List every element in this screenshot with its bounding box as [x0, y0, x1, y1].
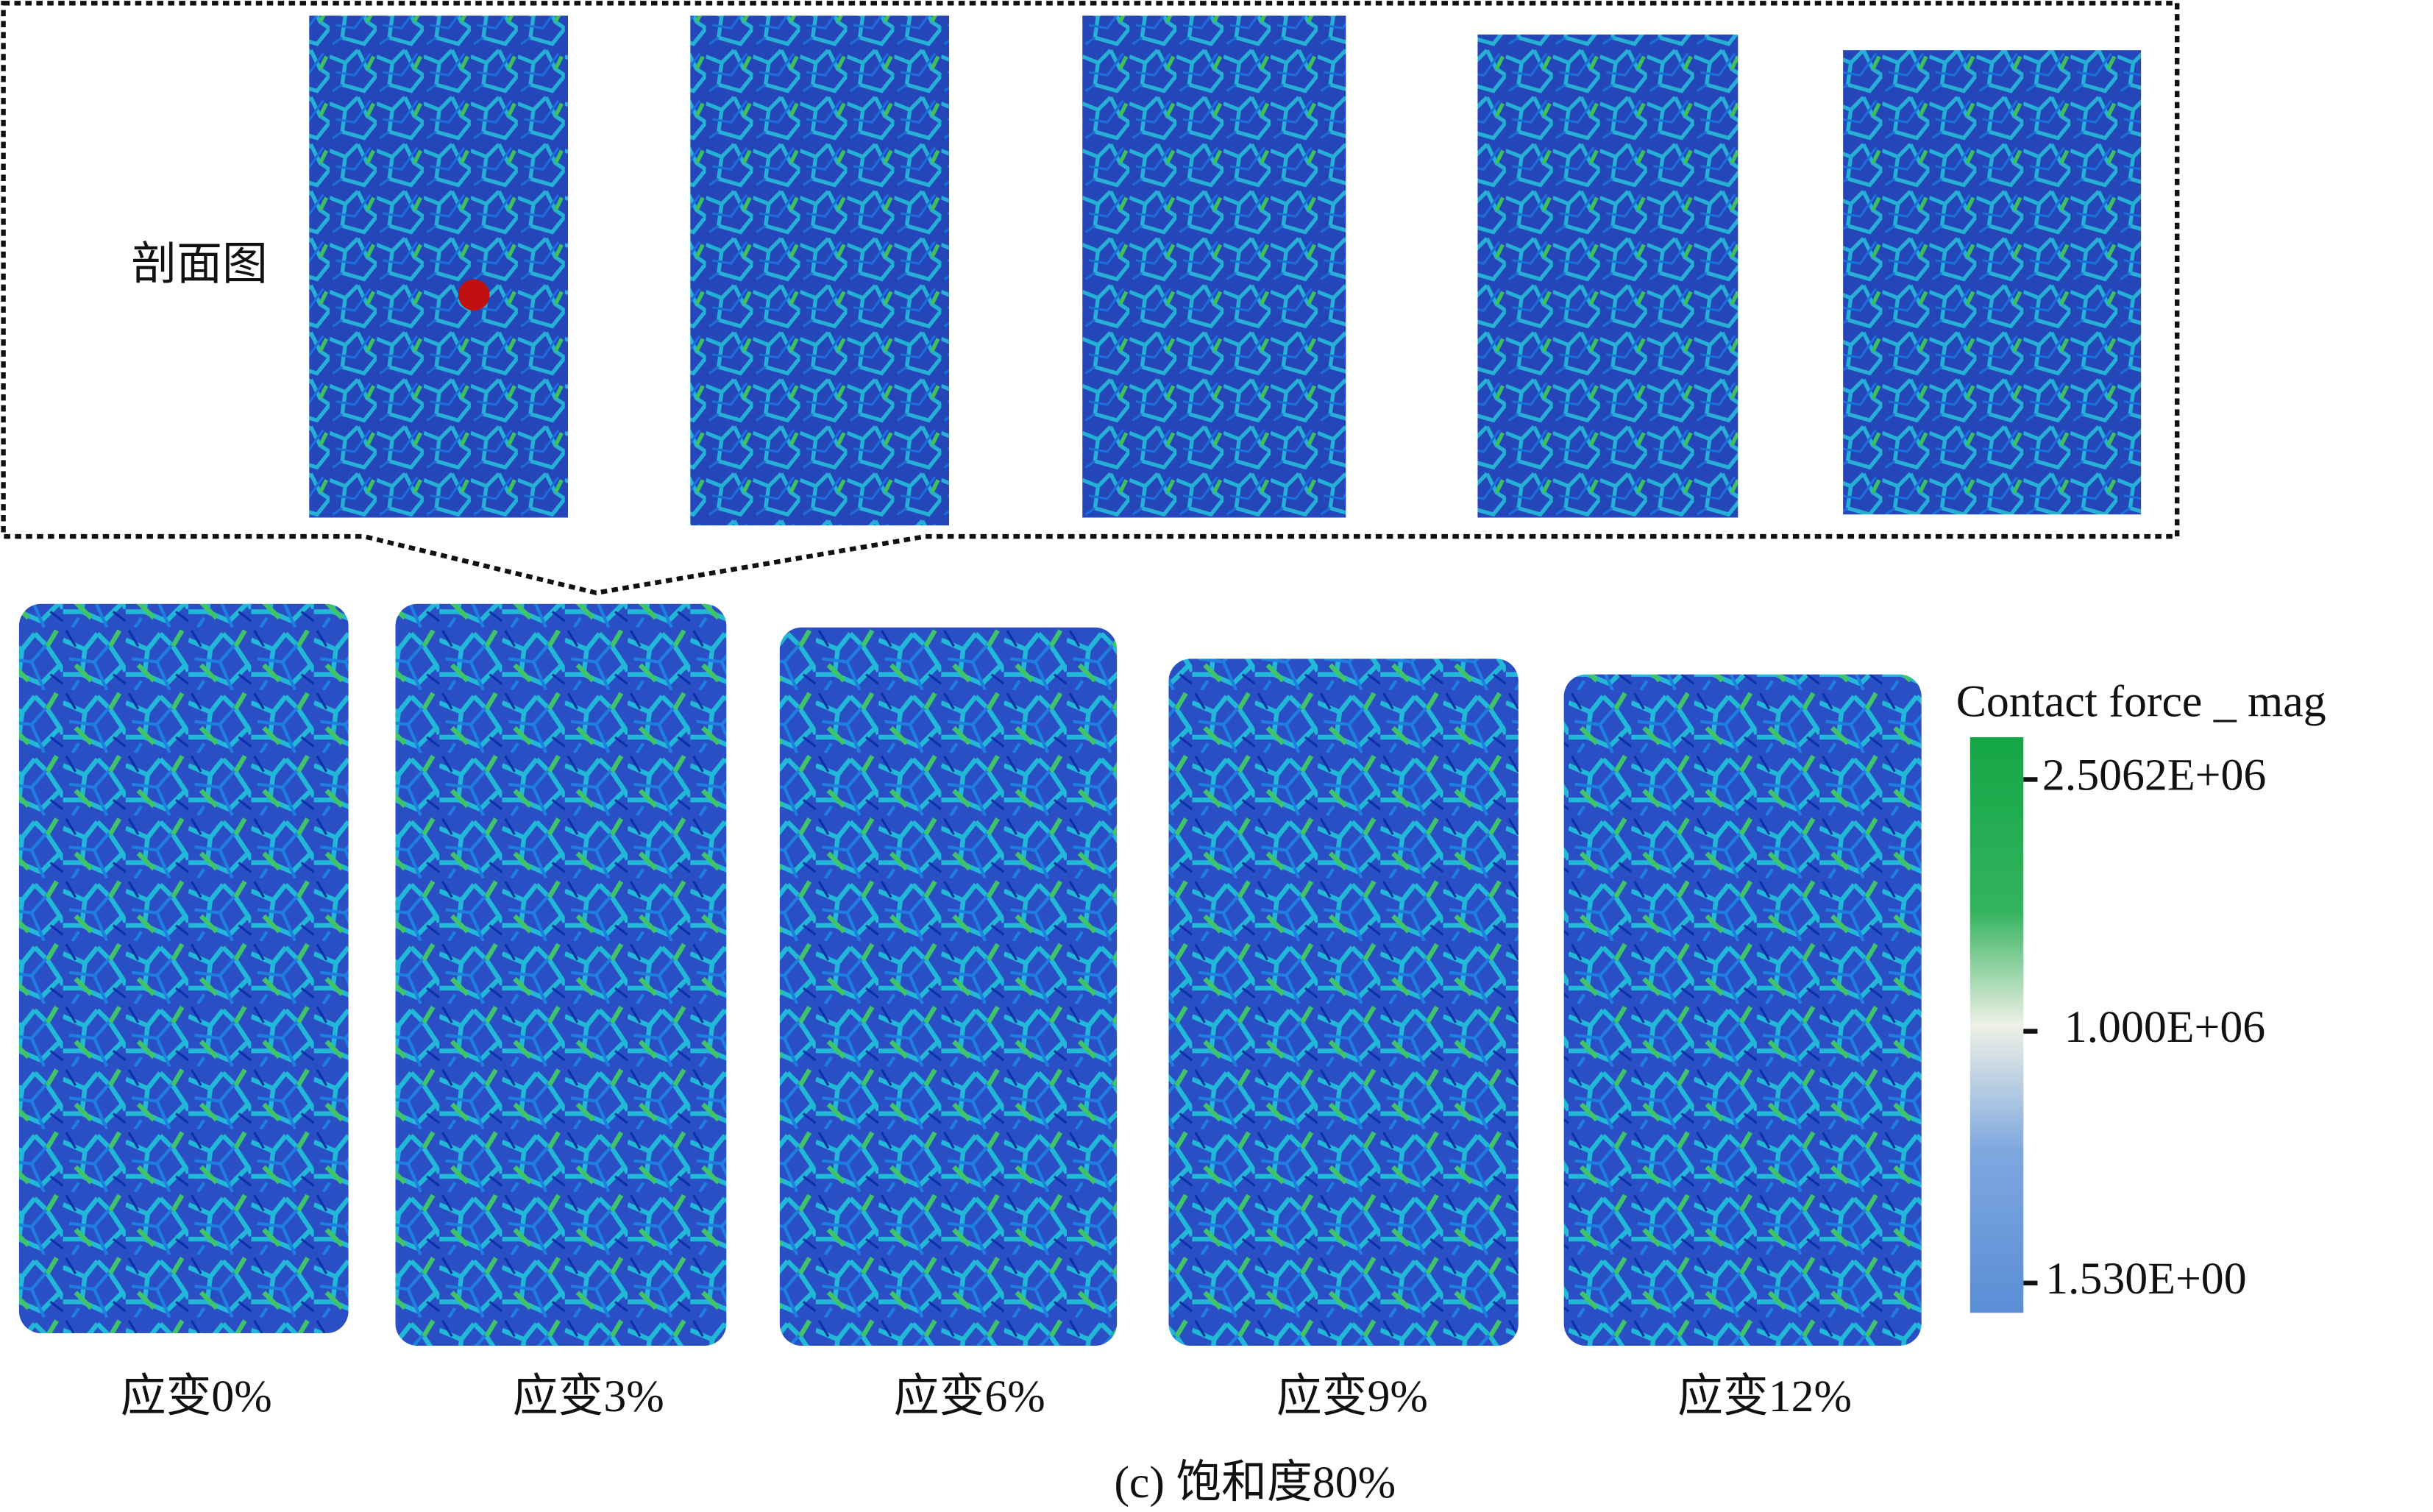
cross-section — [1477, 34, 1738, 518]
colorbar-tick-label: 1.530E+00 — [2045, 1254, 2247, 1304]
cylinder — [779, 627, 1118, 1346]
cylinders — [18, 603, 1922, 1346]
sample-label: 应变3% — [513, 1371, 664, 1422]
cylinder — [1563, 674, 1922, 1346]
section-label: 剖面图 — [131, 237, 267, 290]
sample-label: 应变0% — [121, 1371, 272, 1422]
cross-section — [1843, 50, 2142, 515]
colorbar-tick-label: 2.5062E+06 — [2042, 750, 2266, 801]
colorbar-tick-label: 1.000E+06 — [2064, 1002, 2266, 1052]
sample-label: 应变9% — [1276, 1371, 1428, 1422]
sample-labels: 应变0% 应变3% 应变6% 应变9% 应变12% — [121, 1371, 1852, 1422]
colorbar-title: Contact force _ mag — [1956, 676, 2326, 726]
cylinder — [1168, 659, 1519, 1346]
cross-section — [1082, 15, 1346, 518]
sample-label: 应变6% — [894, 1371, 1045, 1422]
cross-sections — [309, 15, 2142, 526]
cross-section — [309, 15, 569, 518]
section-frame — [1, 1, 2180, 596]
hot-spot — [458, 279, 490, 311]
colorbar — [1970, 737, 2024, 1313]
cross-section — [690, 15, 950, 526]
cylinder — [18, 603, 349, 1333]
sample-label: 应变12% — [1677, 1371, 1852, 1422]
colorbar-ticks: 2.5062E+06 1.000E+06 1.530E+00 — [2023, 750, 2266, 1304]
caption: (c) 饱和度80% — [1114, 1458, 1396, 1508]
cylinder — [395, 603, 727, 1346]
